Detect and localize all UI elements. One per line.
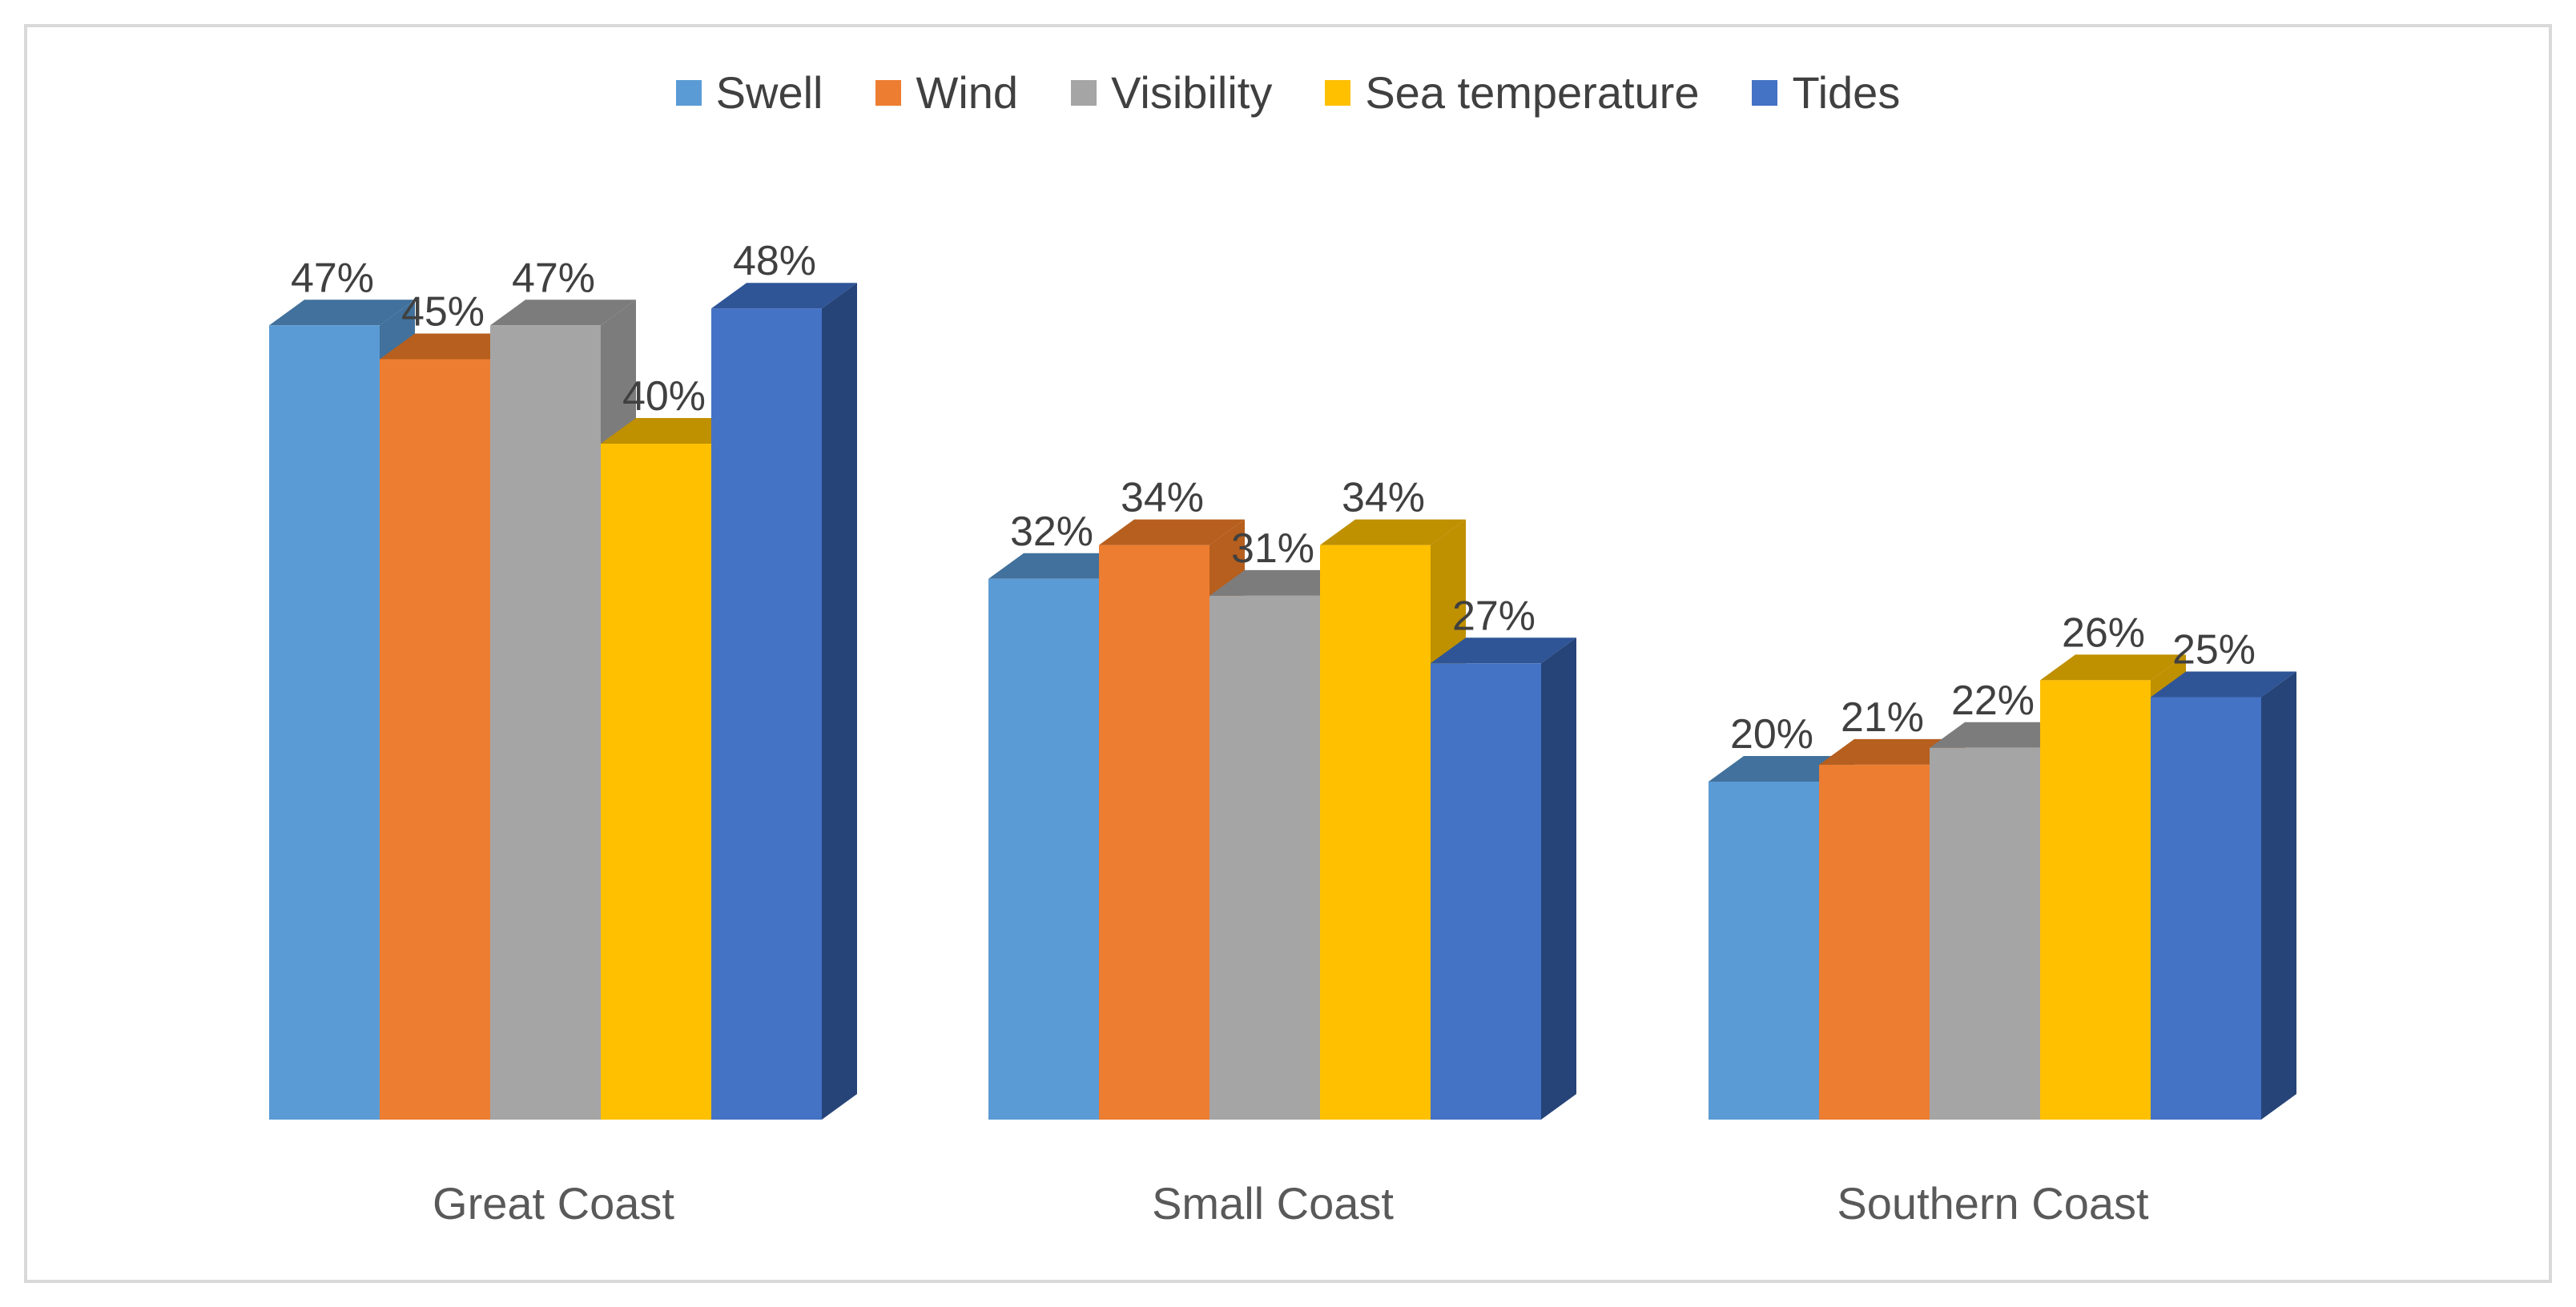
bar-tides — [711, 283, 857, 1120]
category-label: Great Coast — [433, 1178, 674, 1229]
bar-front-face — [1320, 545, 1431, 1120]
bar-side-face — [1541, 637, 1576, 1120]
bar-front-face — [988, 578, 1099, 1120]
legend-item-tides: Tides — [1752, 70, 1900, 115]
legend-label: Sea temperature — [1365, 67, 1700, 118]
data-label: 26% — [2062, 609, 2145, 656]
data-label: 34% — [1121, 475, 1204, 521]
data-label: 20% — [1730, 711, 1813, 758]
legend: Swell Wind Visibility Sea temperature Tides — [0, 70, 2576, 115]
bar-top-face — [1709, 756, 1854, 782]
data-label: 27% — [1452, 593, 1536, 639]
data-label: 45% — [401, 289, 485, 336]
bar-front-face — [1210, 595, 1320, 1120]
bar-front-face — [2151, 697, 2261, 1120]
legend-label: Wind — [916, 67, 1019, 118]
legend-swatch — [1325, 80, 1351, 106]
legend-item-swell: Swell — [675, 67, 823, 118]
bar-top-face — [2151, 671, 2296, 698]
bar-top-face — [269, 300, 415, 326]
data-label: 25% — [2172, 627, 2256, 674]
legend-label: Visibility — [1111, 67, 1273, 118]
bar-top-face — [1320, 519, 1466, 545]
bar-top-face — [988, 553, 1134, 579]
data-label: 22% — [1951, 678, 2035, 724]
legend-item-wind: Wind — [875, 70, 1018, 115]
bar-front-face — [490, 325, 601, 1120]
category-label: Southern Coast — [1837, 1178, 2149, 1229]
bar-front-face — [711, 308, 822, 1120]
data-label: 47% — [512, 255, 595, 301]
bar-top-face — [1210, 569, 1355, 596]
bar-side-face — [822, 283, 857, 1120]
bar-top-face — [1099, 519, 1245, 545]
bar-group-southern-coast: 20% 21% 22% 26% 25% — [1709, 609, 2296, 1120]
legend-item-visibility: Visibility — [1071, 70, 1272, 115]
bar-front-face — [380, 359, 490, 1120]
bar-group-great-coast: 47% 45% 47% 40% 48% — [269, 238, 857, 1120]
data-label: 32% — [1010, 509, 1093, 555]
bar-top-face — [1930, 722, 2075, 748]
bar-top-face — [1819, 738, 1965, 765]
bar-top-face — [601, 418, 747, 444]
data-label: 21% — [1841, 694, 1924, 741]
bar-front-face — [269, 325, 380, 1120]
data-label: 40% — [622, 373, 706, 420]
bar-front-face — [601, 444, 711, 1120]
bar-front-face — [1709, 782, 1819, 1120]
legend-label: Swell — [715, 67, 823, 118]
bar-top-face — [490, 300, 636, 326]
legend-item-sea-temperature: Sea temperature — [1325, 70, 1699, 115]
data-label: 34% — [1342, 475, 1425, 521]
bar-group-small-coast: 32% 34% 31% 34% 27% — [988, 475, 1576, 1120]
legend-swatch — [1071, 80, 1097, 106]
legend-swatch — [875, 80, 902, 106]
bar-front-face — [1930, 747, 2040, 1120]
bar-tides — [2151, 671, 2296, 1120]
bar-front-face — [2040, 680, 2151, 1120]
bar-tides — [1431, 637, 1576, 1120]
bar-front-face — [1819, 764, 1930, 1120]
bar-top-face — [2040, 654, 2186, 681]
legend-label: Tides — [1792, 67, 1901, 118]
bar-front-face — [1099, 545, 1210, 1120]
bar-front-face — [1431, 663, 1541, 1120]
data-label: 31% — [1231, 525, 1314, 572]
bar-top-face — [1431, 637, 1576, 664]
bar-top-face — [711, 283, 857, 309]
data-label: 48% — [733, 238, 816, 284]
bar-side-face — [2261, 671, 2296, 1120]
legend-swatch — [1752, 80, 1778, 106]
data-label: 47% — [291, 255, 374, 301]
bar-top-face — [380, 333, 525, 360]
legend-swatch — [675, 80, 702, 106]
category-label: Small Coast — [1152, 1178, 1394, 1229]
